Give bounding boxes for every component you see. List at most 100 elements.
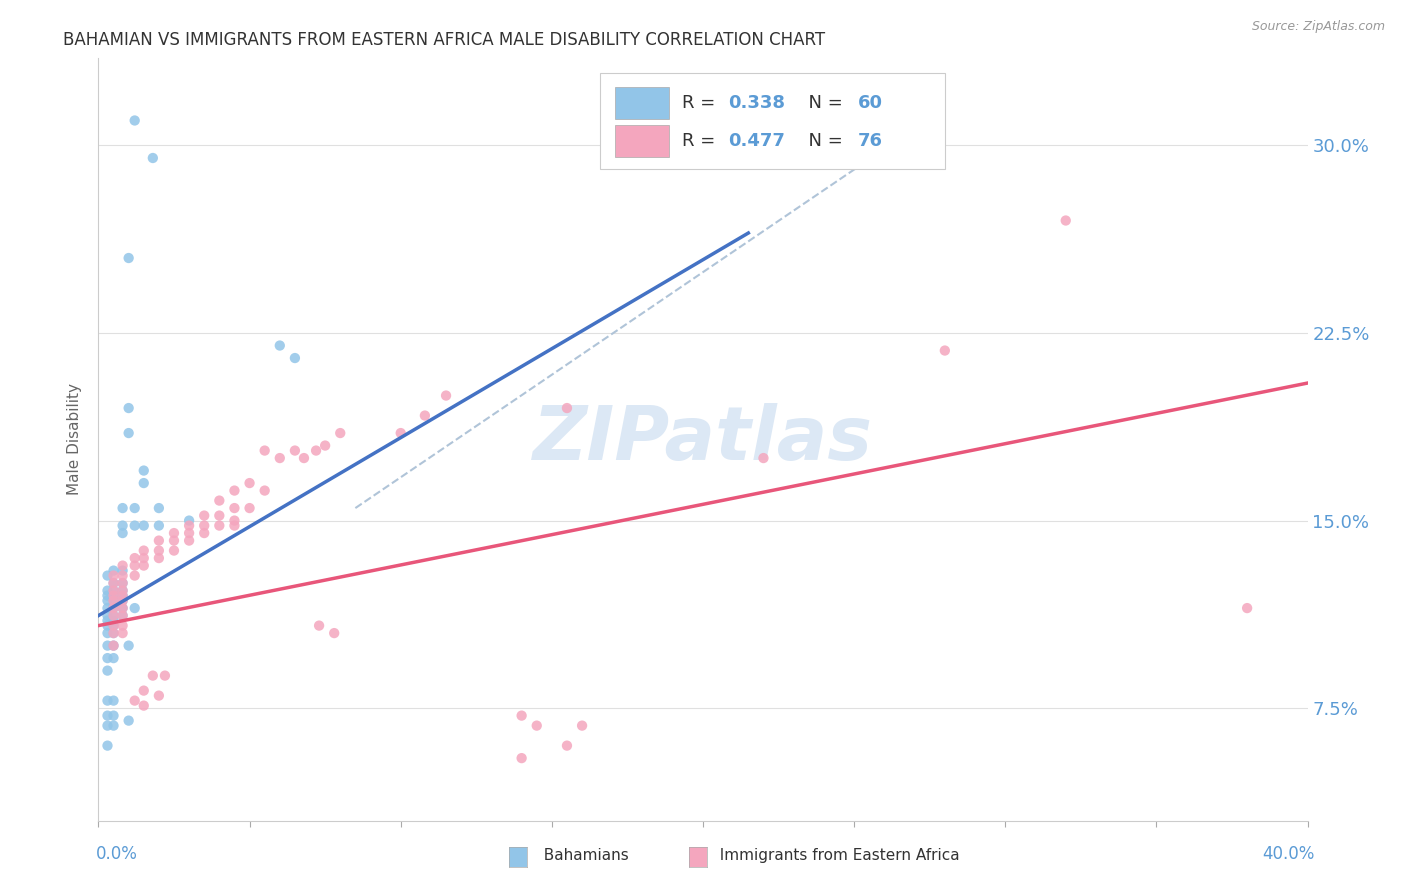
Point [118,639,141,653]
Point [103,589,125,603]
Point [103,601,125,615]
Point [103,639,125,653]
Point [132,683,155,698]
Point [96,718,118,732]
Point [269,338,291,352]
Point [111,576,134,591]
Point [208,518,231,533]
Point [96,583,118,598]
Point [132,551,155,566]
Point [163,533,186,548]
Text: Bahamians: Bahamians [534,848,628,863]
Point [111,526,134,541]
Point [179,533,201,548]
Point [96,639,118,653]
Text: ZIPatlas: ZIPatlas [533,403,873,475]
Point [96,589,118,603]
Point [193,526,215,541]
Point [111,608,134,623]
Point [179,518,201,533]
Point [1054,213,1077,227]
Point [111,568,134,582]
Point [124,518,146,533]
Point [224,514,246,528]
Point [96,614,118,628]
Point [1236,601,1258,615]
Point [111,501,134,516]
FancyBboxPatch shape [614,87,669,119]
Text: 0.0%: 0.0% [96,846,138,863]
Point [208,508,231,523]
Point [96,568,118,582]
Point [132,476,155,491]
Point [96,601,118,615]
Point [323,626,346,640]
Text: 60: 60 [858,94,883,112]
Point [103,608,125,623]
Text: R =: R = [682,132,721,150]
Point [148,518,170,533]
Point [96,664,118,678]
Text: Source: ZipAtlas.com: Source: ZipAtlas.com [1251,20,1385,33]
Point [142,668,165,682]
Point [124,501,146,516]
Point [292,451,315,466]
Point [111,601,134,615]
Point [118,251,141,265]
Point [208,493,231,508]
Point [103,583,125,598]
Point [111,626,134,640]
Point [111,558,134,573]
Point [103,718,125,732]
Point [413,409,436,423]
Point [124,113,146,128]
Point [124,551,146,566]
Point [103,626,125,640]
Point [103,626,125,640]
Point [148,533,170,548]
Text: 40.0%: 40.0% [1263,846,1315,863]
FancyBboxPatch shape [600,73,945,169]
Point [103,618,125,632]
Point [253,483,276,498]
Point [111,576,134,591]
Point [103,589,125,603]
Point [132,518,155,533]
Point [111,593,134,607]
Point [163,543,186,558]
Point [118,401,141,415]
Point [111,608,134,623]
Point [103,614,125,628]
Point [96,618,118,632]
Point [103,564,125,578]
Point [111,601,134,615]
Point [96,708,118,723]
Point [103,639,125,653]
Point [111,583,134,598]
Point [555,401,578,415]
Point [305,443,328,458]
Point [96,651,118,665]
Point [103,568,125,582]
Point [142,151,165,165]
Point [224,518,246,533]
Point [103,601,125,615]
Point [103,651,125,665]
Point [179,526,201,541]
Point [179,514,201,528]
Point [934,343,956,358]
Point [148,501,170,516]
Text: N =: N = [797,132,849,150]
Point [389,425,412,440]
Point [103,618,125,632]
Point [224,483,246,498]
Point [103,593,125,607]
Text: 76: 76 [858,132,883,150]
Point [308,618,330,632]
Text: N =: N = [797,94,849,112]
Point [510,751,533,765]
Point [124,693,146,707]
Point [148,543,170,558]
Point [510,708,533,723]
Point [239,476,262,491]
